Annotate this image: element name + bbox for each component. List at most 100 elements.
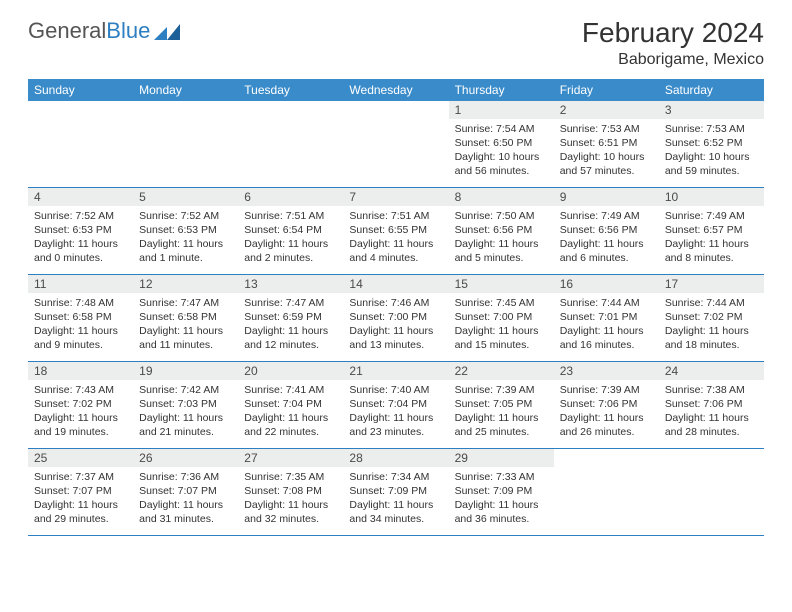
day-details: Sunrise: 7:36 AMSunset: 7:07 PMDaylight:… [133,467,238,531]
calendar-cell: 28Sunrise: 7:34 AMSunset: 7:09 PMDayligh… [343,448,448,535]
day-number: 7 [343,188,448,206]
day-details: Sunrise: 7:51 AMSunset: 6:55 PMDaylight:… [343,206,448,270]
day-number: 10 [659,188,764,206]
calendar-cell [133,101,238,188]
weekday-header: Tuesday [238,79,343,101]
calendar-cell: 12Sunrise: 7:47 AMSunset: 6:58 PMDayligh… [133,274,238,361]
day-details: Sunrise: 7:35 AMSunset: 7:08 PMDaylight:… [238,467,343,531]
day-number: 24 [659,362,764,380]
day-details: Sunrise: 7:50 AMSunset: 6:56 PMDaylight:… [449,206,554,270]
day-details: Sunrise: 7:48 AMSunset: 6:58 PMDaylight:… [28,293,133,357]
day-details: Sunrise: 7:42 AMSunset: 7:03 PMDaylight:… [133,380,238,444]
day-details: Sunrise: 7:40 AMSunset: 7:04 PMDaylight:… [343,380,448,444]
calendar-cell: 2Sunrise: 7:53 AMSunset: 6:51 PMDaylight… [554,101,659,188]
logo-text-1: General [28,18,106,44]
calendar-cell: 20Sunrise: 7:41 AMSunset: 7:04 PMDayligh… [238,361,343,448]
weekday-header: Wednesday [343,79,448,101]
day-details: Sunrise: 7:53 AMSunset: 6:52 PMDaylight:… [659,119,764,183]
day-number: 4 [28,188,133,206]
day-number: 1 [449,101,554,119]
day-details: Sunrise: 7:53 AMSunset: 6:51 PMDaylight:… [554,119,659,183]
day-number: 14 [343,275,448,293]
day-number: 16 [554,275,659,293]
calendar-cell: 27Sunrise: 7:35 AMSunset: 7:08 PMDayligh… [238,448,343,535]
calendar-row: 25Sunrise: 7:37 AMSunset: 7:07 PMDayligh… [28,448,764,535]
day-details: Sunrise: 7:38 AMSunset: 7:06 PMDaylight:… [659,380,764,444]
weekday-header: Saturday [659,79,764,101]
day-details: Sunrise: 7:45 AMSunset: 7:00 PMDaylight:… [449,293,554,357]
day-details: Sunrise: 7:41 AMSunset: 7:04 PMDaylight:… [238,380,343,444]
day-details: Sunrise: 7:39 AMSunset: 7:06 PMDaylight:… [554,380,659,444]
day-details: Sunrise: 7:49 AMSunset: 6:56 PMDaylight:… [554,206,659,270]
day-number: 13 [238,275,343,293]
calendar-cell: 7Sunrise: 7:51 AMSunset: 6:55 PMDaylight… [343,187,448,274]
day-details: Sunrise: 7:52 AMSunset: 6:53 PMDaylight:… [133,206,238,270]
day-number: 19 [133,362,238,380]
calendar-cell: 13Sunrise: 7:47 AMSunset: 6:59 PMDayligh… [238,274,343,361]
day-details: Sunrise: 7:52 AMSunset: 6:53 PMDaylight:… [28,206,133,270]
day-details: Sunrise: 7:47 AMSunset: 6:59 PMDaylight:… [238,293,343,357]
day-number: 9 [554,188,659,206]
calendar-body: 1Sunrise: 7:54 AMSunset: 6:50 PMDaylight… [28,101,764,536]
day-number: 20 [238,362,343,380]
calendar-cell: 14Sunrise: 7:46 AMSunset: 7:00 PMDayligh… [343,274,448,361]
day-number: 5 [133,188,238,206]
calendar-cell: 18Sunrise: 7:43 AMSunset: 7:02 PMDayligh… [28,361,133,448]
day-details: Sunrise: 7:44 AMSunset: 7:02 PMDaylight:… [659,293,764,357]
calendar-row: 4Sunrise: 7:52 AMSunset: 6:53 PMDaylight… [28,187,764,274]
weekday-header: Friday [554,79,659,101]
month-title: February 2024 [582,18,764,49]
calendar-cell: 19Sunrise: 7:42 AMSunset: 7:03 PMDayligh… [133,361,238,448]
calendar-cell: 5Sunrise: 7:52 AMSunset: 6:53 PMDaylight… [133,187,238,274]
day-details: Sunrise: 7:51 AMSunset: 6:54 PMDaylight:… [238,206,343,270]
day-details: Sunrise: 7:49 AMSunset: 6:57 PMDaylight:… [659,206,764,270]
calendar-cell: 4Sunrise: 7:52 AMSunset: 6:53 PMDaylight… [28,187,133,274]
calendar-cell [343,101,448,188]
day-number: 27 [238,449,343,467]
calendar-cell: 21Sunrise: 7:40 AMSunset: 7:04 PMDayligh… [343,361,448,448]
day-number: 2 [554,101,659,119]
header: GeneralBlue February 2024 Baborigame, Me… [28,18,764,69]
day-details: Sunrise: 7:47 AMSunset: 6:58 PMDaylight:… [133,293,238,357]
calendar-row: 11Sunrise: 7:48 AMSunset: 6:58 PMDayligh… [28,274,764,361]
day-number: 28 [343,449,448,467]
calendar-cell: 10Sunrise: 7:49 AMSunset: 6:57 PMDayligh… [659,187,764,274]
day-number: 25 [28,449,133,467]
calendar-cell: 3Sunrise: 7:53 AMSunset: 6:52 PMDaylight… [659,101,764,188]
calendar-cell: 9Sunrise: 7:49 AMSunset: 6:56 PMDaylight… [554,187,659,274]
day-details: Sunrise: 7:34 AMSunset: 7:09 PMDaylight:… [343,467,448,531]
day-number: 21 [343,362,448,380]
day-number: 23 [554,362,659,380]
day-number: 15 [449,275,554,293]
calendar-cell [554,448,659,535]
day-number: 12 [133,275,238,293]
calendar-row: 18Sunrise: 7:43 AMSunset: 7:02 PMDayligh… [28,361,764,448]
calendar-cell [238,101,343,188]
calendar-table: SundayMondayTuesdayWednesdayThursdayFrid… [28,79,764,536]
logo-text-2: Blue [106,18,150,44]
day-number: 17 [659,275,764,293]
weekday-header: Monday [133,79,238,101]
calendar-cell [28,101,133,188]
calendar-cell: 25Sunrise: 7:37 AMSunset: 7:07 PMDayligh… [28,448,133,535]
day-number: 6 [238,188,343,206]
day-number: 22 [449,362,554,380]
calendar-cell [659,448,764,535]
day-number: 18 [28,362,133,380]
calendar-cell: 29Sunrise: 7:33 AMSunset: 7:09 PMDayligh… [449,448,554,535]
weekday-header: Thursday [449,79,554,101]
calendar-cell: 22Sunrise: 7:39 AMSunset: 7:05 PMDayligh… [449,361,554,448]
day-details: Sunrise: 7:39 AMSunset: 7:05 PMDaylight:… [449,380,554,444]
logo: GeneralBlue [28,18,180,44]
title-block: February 2024 Baborigame, Mexico [582,18,764,69]
day-details: Sunrise: 7:33 AMSunset: 7:09 PMDaylight:… [449,467,554,531]
calendar-cell: 8Sunrise: 7:50 AMSunset: 6:56 PMDaylight… [449,187,554,274]
day-number: 8 [449,188,554,206]
weekday-header: Sunday [28,79,133,101]
day-details: Sunrise: 7:37 AMSunset: 7:07 PMDaylight:… [28,467,133,531]
day-details: Sunrise: 7:44 AMSunset: 7:01 PMDaylight:… [554,293,659,357]
calendar-cell: 23Sunrise: 7:39 AMSunset: 7:06 PMDayligh… [554,361,659,448]
day-number: 26 [133,449,238,467]
day-details: Sunrise: 7:54 AMSunset: 6:50 PMDaylight:… [449,119,554,183]
calendar-cell: 6Sunrise: 7:51 AMSunset: 6:54 PMDaylight… [238,187,343,274]
